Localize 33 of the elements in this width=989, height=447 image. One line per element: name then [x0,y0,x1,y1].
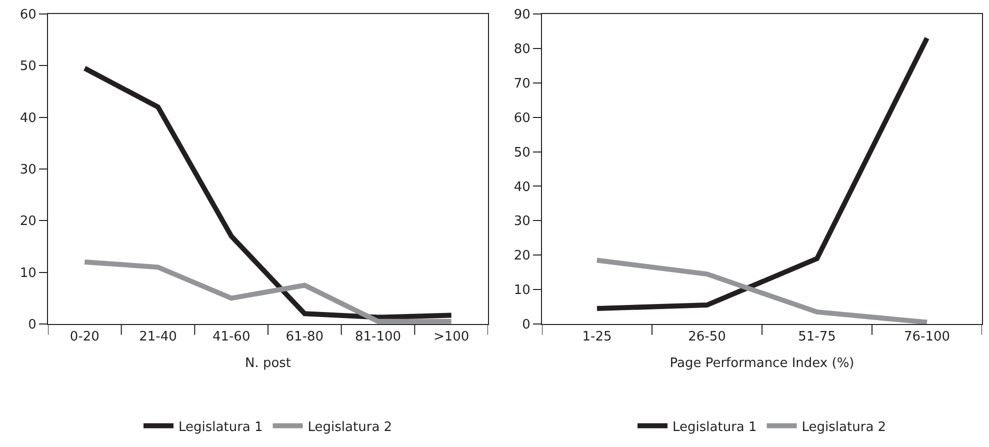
x-tick-label: 26-50 [688,330,726,345]
x-axis-title: N. post [244,356,292,372]
y-tick-label: 10 [20,266,36,281]
x-tick-label: 51-75 [798,330,836,345]
y-tick-label: 0 [28,318,36,333]
y-tick-label: 40 [514,180,530,195]
y-tick-label: 60 [20,8,36,23]
y-tick-label: 40 [20,110,36,126]
x-tick-label: >100 [433,330,470,345]
x-tick-label: 61-80 [286,330,324,345]
legend-label: Legislatura 1 [672,420,757,435]
legend-label: Legislatura 2 [802,420,886,435]
y-tick-label: 10 [514,283,530,298]
legend-label: Legislatura 1 [178,420,263,435]
x-tick-label: 0-20 [70,330,100,345]
y-tick-label: 60 [514,110,530,126]
x-tick-label: 41-60 [212,330,250,345]
x-axis-title: Page Performance Index (%) [670,356,854,372]
y-tick-label: 20 [514,248,530,264]
x-tick-label: 21-40 [139,330,177,345]
legend-label: Legislatura 2 [308,420,392,435]
x-tick-label: 76-100 [904,330,950,345]
y-tick-label: 80 [514,42,530,57]
y-tick-label: 30 [20,162,36,178]
y-tick-label: 20 [20,214,36,230]
y-tick-label: 70 [514,76,530,92]
y-tick-label: 90 [514,8,530,23]
x-tick-label: 81-100 [354,330,402,345]
y-tick-label: 0 [522,318,530,333]
y-tick-label: 50 [514,145,530,160]
x-tick-label: 1-25 [582,330,612,345]
y-tick-label: 50 [20,59,36,74]
y-tick-label: 30 [514,214,530,230]
